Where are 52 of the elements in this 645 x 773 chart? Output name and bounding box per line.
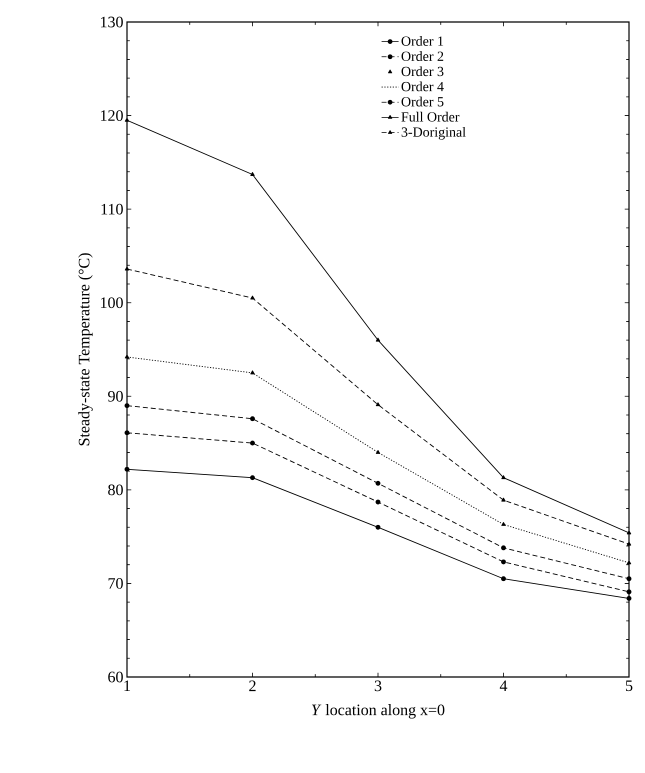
point — [124, 403, 130, 408]
point — [626, 560, 632, 564]
point — [501, 576, 506, 582]
point — [626, 542, 632, 546]
point — [250, 440, 255, 446]
point — [250, 172, 255, 176]
x-axis-title: Y location along x=0 — [312, 704, 444, 719]
point — [250, 475, 255, 480]
point — [501, 559, 506, 564]
point — [501, 475, 506, 480]
point — [376, 402, 380, 406]
y-tick-label: 110 — [102, 204, 123, 215]
y-tick-label: 100 — [100, 297, 123, 308]
point — [376, 500, 380, 504]
point — [626, 596, 632, 601]
point — [376, 338, 380, 342]
point — [124, 266, 130, 270]
x-tick-label: 4 — [500, 680, 508, 692]
point — [376, 450, 380, 454]
legend-label: Order 1 — [402, 36, 444, 46]
point — [376, 524, 380, 530]
y-tick-label: 70 — [108, 578, 123, 589]
point — [626, 576, 632, 582]
point — [626, 530, 632, 534]
point — [501, 545, 506, 550]
x-tick-label: 3 — [374, 680, 382, 692]
y-tick-label: 60 — [108, 672, 123, 682]
point — [124, 466, 130, 472]
point — [626, 589, 632, 594]
point — [250, 416, 255, 422]
legend-label: Order 5 — [402, 96, 444, 106]
legend-label: Order 2 — [402, 51, 444, 61]
legend-label: 3-Doriginal — [402, 126, 466, 140]
y-tick-label: 120 — [100, 110, 123, 121]
point — [250, 296, 255, 300]
y-tick-label: 90 — [108, 390, 123, 402]
x-tick-label: 2 — [249, 680, 256, 692]
y-tick-label: 130 — [100, 16, 123, 28]
x-tick-label: 1 — [124, 680, 130, 692]
x-tick-label: 5 — [626, 680, 632, 692]
point — [124, 118, 130, 122]
point — [124, 430, 130, 436]
legend-label: Order 4 — [402, 81, 444, 92]
point — [501, 522, 506, 526]
y-axis-title: Steady-state Temperature (°C) — [78, 253, 93, 446]
legend-label: Full Order — [401, 112, 460, 122]
point — [376, 480, 380, 486]
point — [501, 498, 506, 502]
point — [124, 354, 130, 358]
y-tick-label: 80 — [108, 484, 123, 496]
point — [250, 370, 255, 374]
legend-label: Order 3 — [402, 66, 444, 76]
